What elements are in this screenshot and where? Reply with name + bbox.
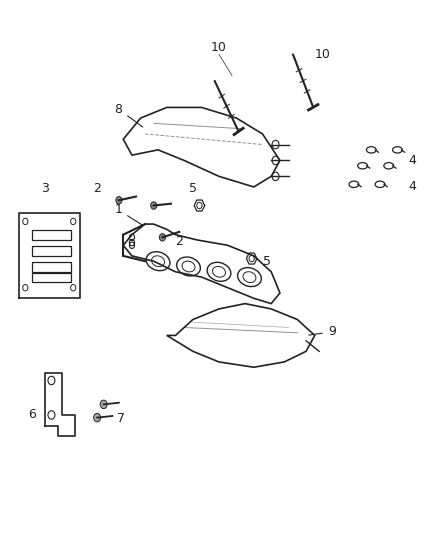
Text: 7: 7 <box>117 412 125 425</box>
Bar <box>32 273 71 282</box>
Text: 2: 2 <box>93 182 101 195</box>
Text: 10: 10 <box>315 48 331 61</box>
Text: 2: 2 <box>176 235 184 247</box>
Circle shape <box>151 202 157 209</box>
Text: 10: 10 <box>211 42 227 54</box>
Circle shape <box>94 414 101 422</box>
Bar <box>32 230 71 240</box>
Text: 4: 4 <box>408 154 416 167</box>
Circle shape <box>159 233 166 241</box>
Circle shape <box>116 197 122 204</box>
Text: 6: 6 <box>28 408 36 422</box>
Text: 4: 4 <box>408 181 416 193</box>
Text: 5: 5 <box>262 255 271 268</box>
Text: 8: 8 <box>115 103 143 127</box>
Circle shape <box>100 400 107 409</box>
Bar <box>32 246 71 256</box>
Text: 3: 3 <box>41 182 49 195</box>
Text: 9: 9 <box>309 326 336 338</box>
Text: 5: 5 <box>189 182 197 195</box>
Text: 1: 1 <box>115 204 143 225</box>
Bar <box>32 262 71 272</box>
